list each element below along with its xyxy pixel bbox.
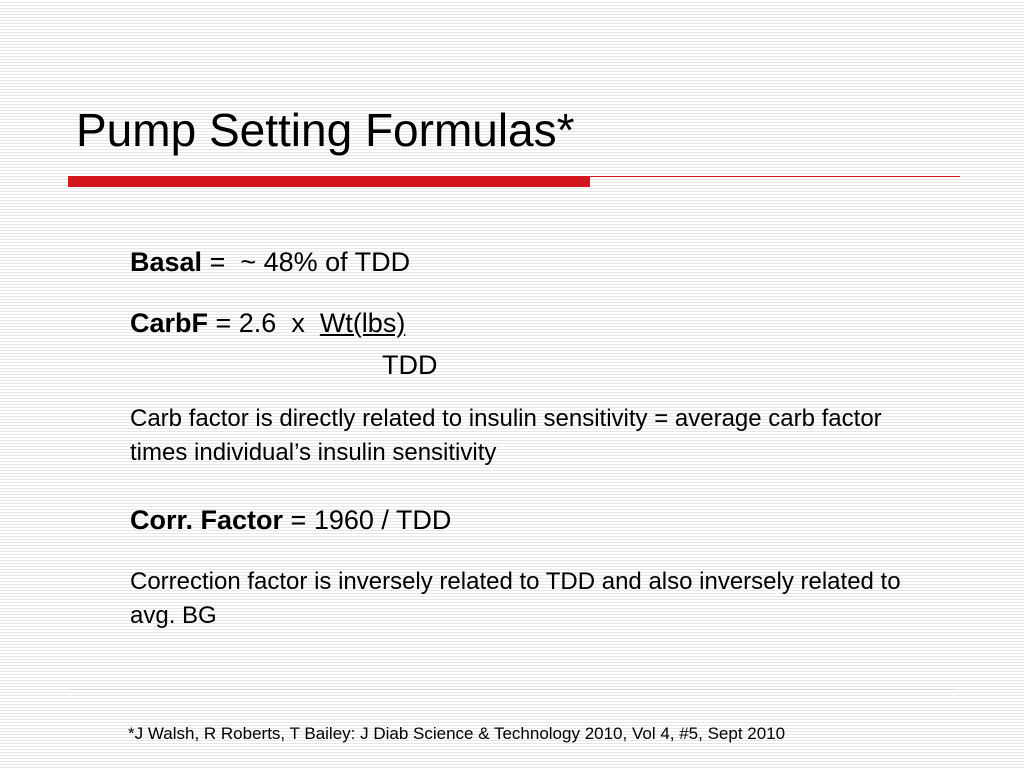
carbf-denominator: TDD xyxy=(382,350,438,380)
correction-factor-formula: Corr. Factor = 1960 / TDD xyxy=(130,504,451,536)
basal-formula: Basal = ~ 48% of TDD xyxy=(130,246,410,278)
carbf-formula: CarbF = 2.6 x Wt(lbs) xyxy=(130,307,405,339)
basal-expression: = ~ 48% of TDD xyxy=(202,247,411,277)
citation-footnote: *J Walsh, R Roberts, T Bailey: J Diab Sc… xyxy=(128,724,786,743)
slide-title: Pump Setting Formulas* xyxy=(76,104,575,156)
title-underline-bar xyxy=(68,176,590,187)
carbf-numerator: Wt(lbs) xyxy=(319,308,406,338)
footer-divider xyxy=(68,689,956,690)
carb-factor-note: Carb factor is directly related to insul… xyxy=(130,405,882,466)
title-underline-line xyxy=(590,176,960,177)
carbf-label: CarbF xyxy=(130,308,209,338)
basal-label: Basal xyxy=(130,247,203,277)
correction-factor-label: Corr. Factor xyxy=(130,505,284,535)
carbf-expression: = 2.6 x xyxy=(208,308,320,338)
correction-factor-note: Correction factor is inversely related t… xyxy=(130,568,901,629)
correction-factor-expression: = 1960 / TDD xyxy=(283,505,452,535)
title-underline xyxy=(68,173,960,189)
